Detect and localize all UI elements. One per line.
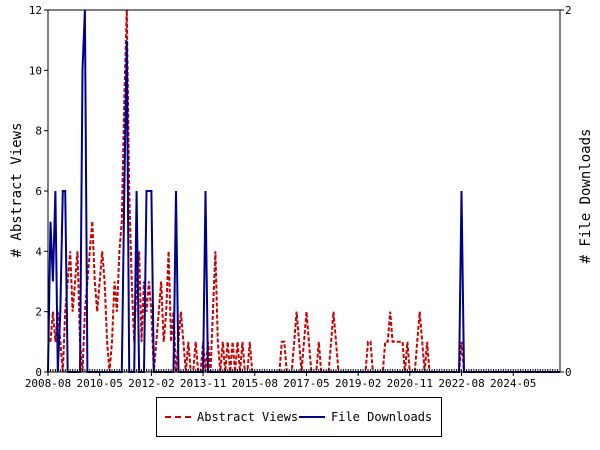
legend: Abstract Views File Downloads xyxy=(156,397,442,437)
y-axis-title: # Abstract Views xyxy=(9,123,25,258)
legend-swatch-file-downloads xyxy=(299,416,325,418)
x-tick-label: 2022-08 xyxy=(438,377,484,390)
y-tick-label: 4 xyxy=(35,245,42,258)
plot-area xyxy=(47,9,560,373)
legend-item-abstract-views: Abstract Views xyxy=(165,410,298,424)
x-tick-label: 2024-05 xyxy=(490,377,536,390)
y-tick-label: 8 xyxy=(35,125,42,138)
x-tick-label: 2008-08 xyxy=(25,377,71,390)
x-tick-label: 2020-11 xyxy=(387,377,433,390)
legend-label-abstract-views: Abstract Views xyxy=(197,410,299,424)
legend-label-file-downloads: File Downloads xyxy=(331,410,433,424)
x-tick-label: 2012-02 xyxy=(128,377,174,390)
y-tick-label: 12 xyxy=(29,4,42,17)
x-tick-label: 2017-05 xyxy=(283,377,329,390)
x-tick-label: 2019-02 xyxy=(335,377,381,390)
y2-tick-label: 0 xyxy=(565,366,572,379)
y2-axis-title: # File Downloads xyxy=(578,129,594,264)
legend-item-file-downloads: File Downloads xyxy=(299,410,432,424)
y-tick-label: 2 xyxy=(35,306,42,319)
x-tick-label: 2013-11 xyxy=(180,377,226,390)
y-tick-label: 6 xyxy=(35,185,42,198)
y-tick-label: 0 xyxy=(35,366,42,379)
series-line-abstract-views xyxy=(49,9,467,373)
y-tick-label: 10 xyxy=(29,64,42,77)
y2-tick-label: 2 xyxy=(565,4,572,17)
x-tick-label: 2010-05 xyxy=(77,377,123,390)
x-tick-label: 2015-08 xyxy=(232,377,278,390)
axes: 2008-08 2010-05 2012-02 2013-11 2015-08 2017-… xyxy=(25,4,572,390)
legend-swatch-abstract-views xyxy=(165,416,191,418)
